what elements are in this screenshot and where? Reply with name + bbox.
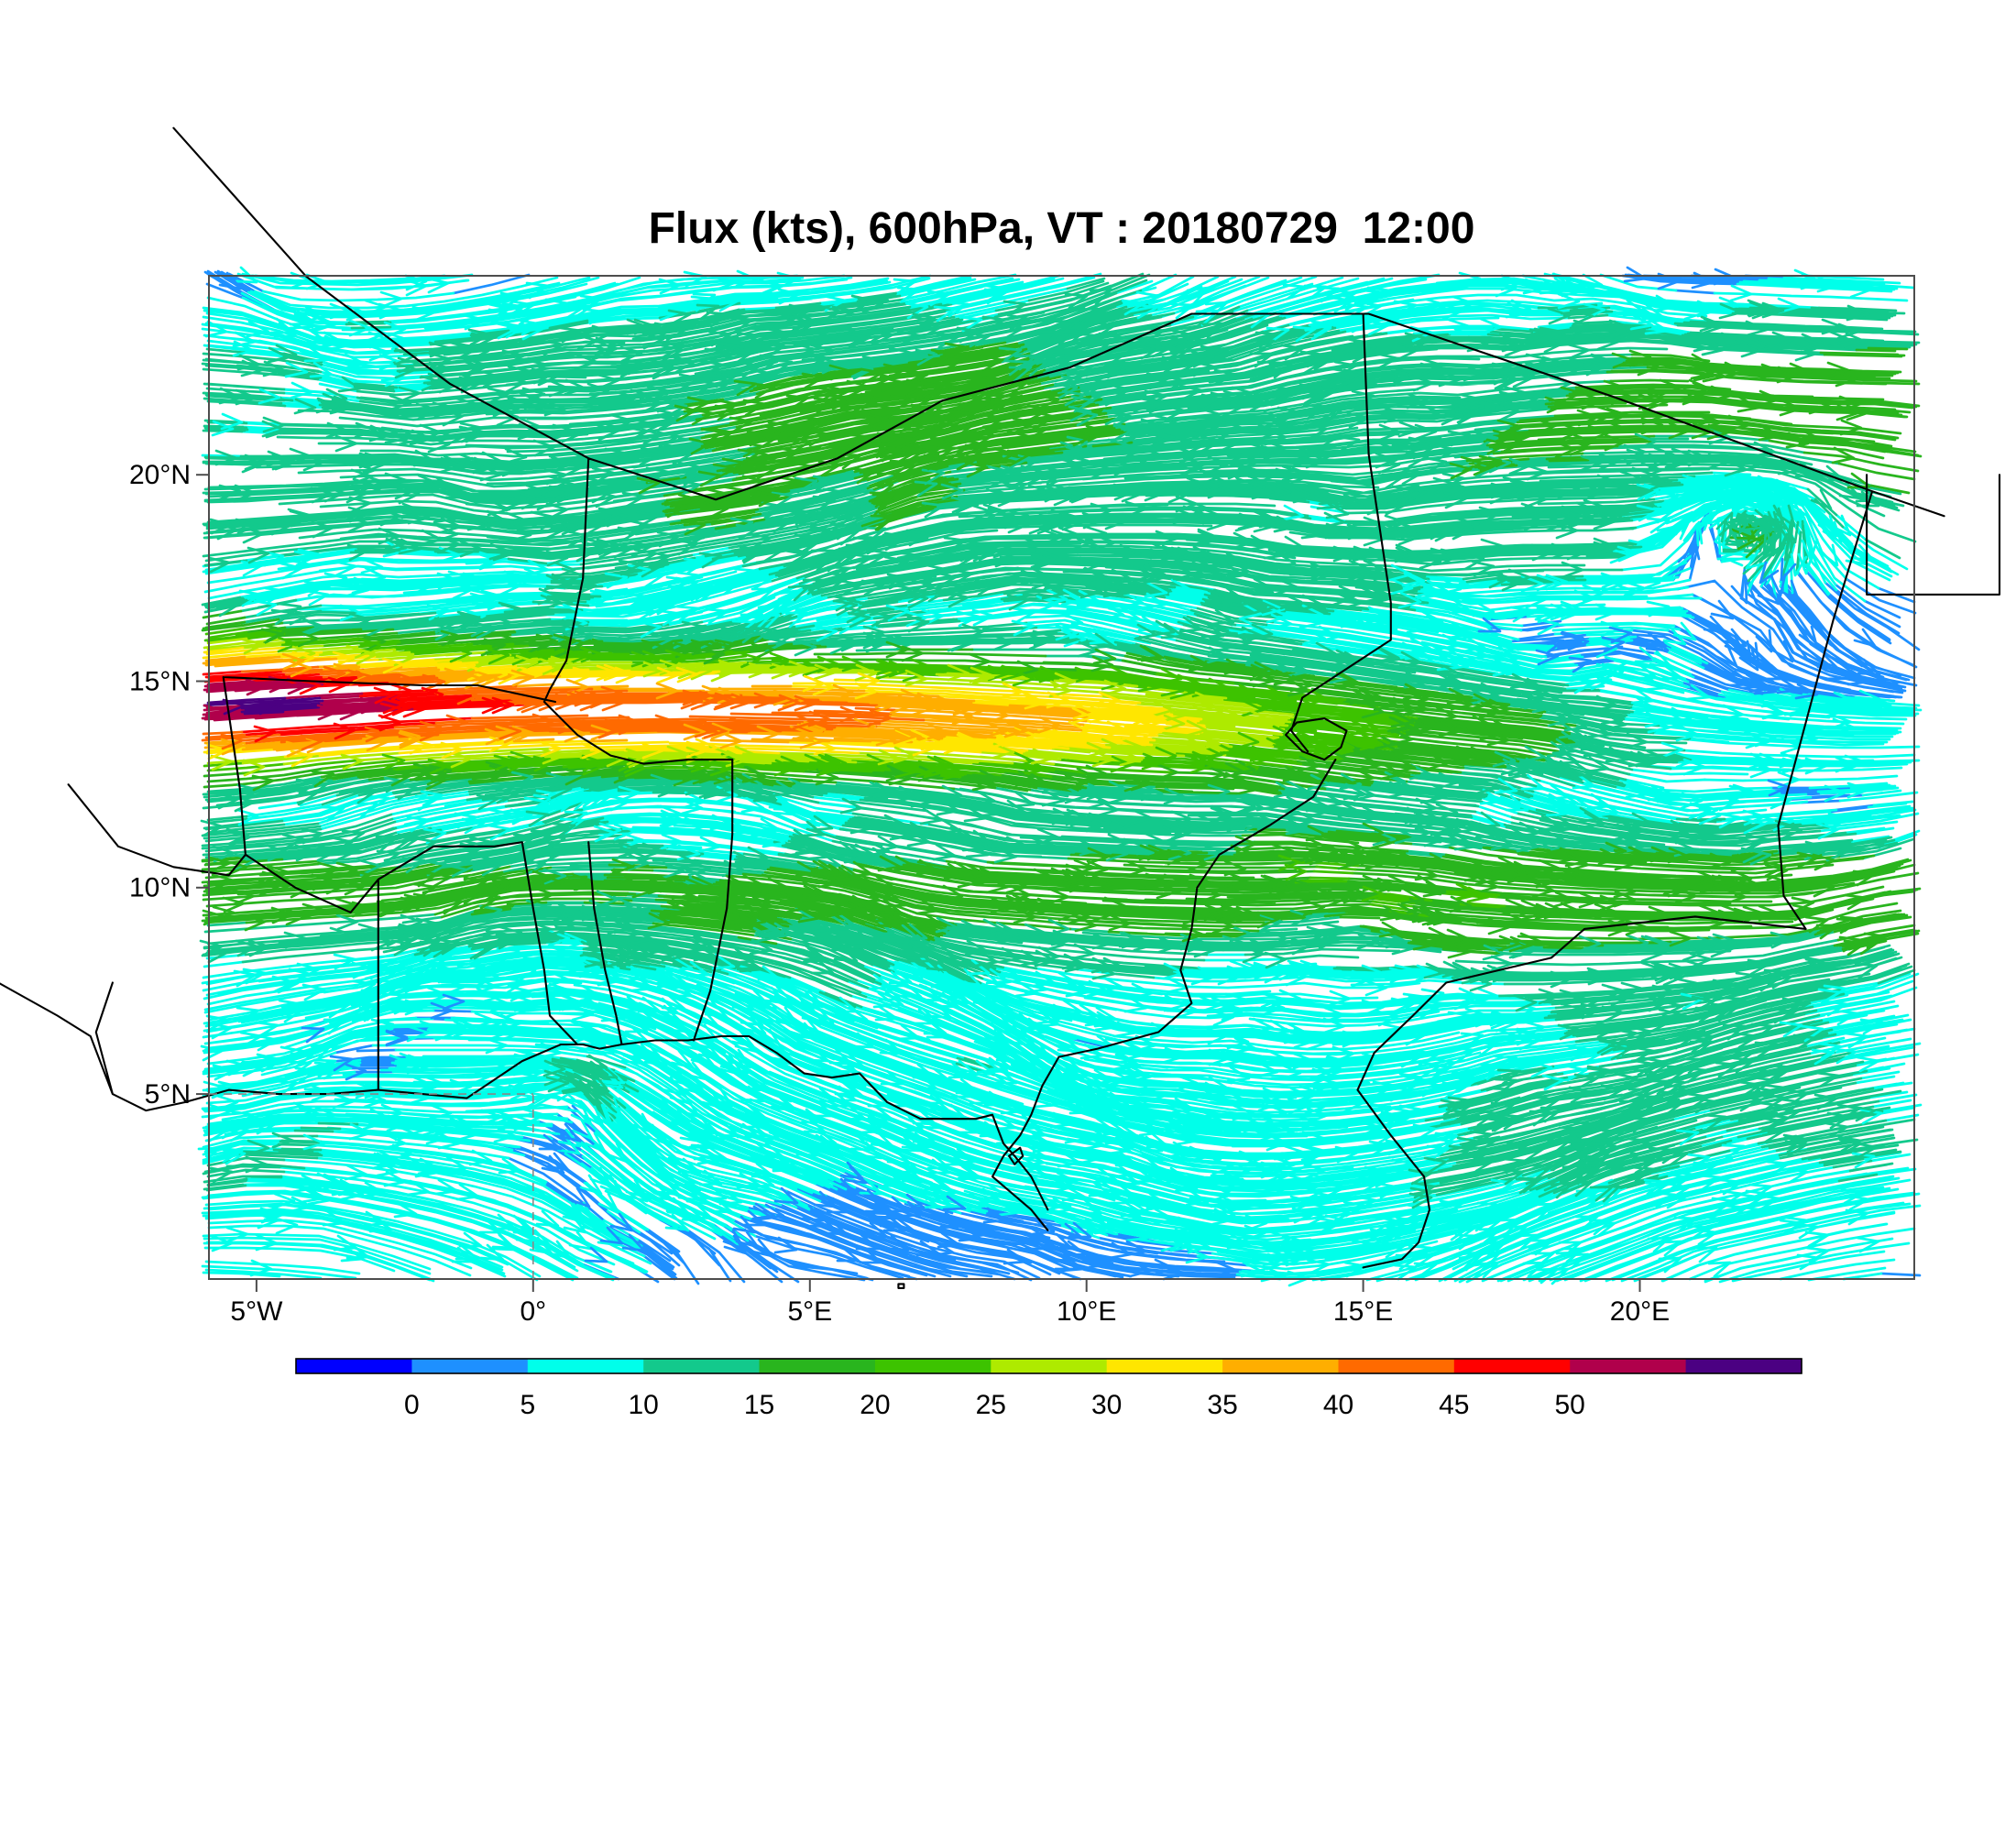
svg-text:5°N: 5°N bbox=[145, 1079, 191, 1110]
svg-text:5: 5 bbox=[520, 1390, 535, 1420]
svg-text:20°N: 20°N bbox=[129, 460, 191, 490]
svg-text:Flux (kts), 600hPa, VT : 20180: Flux (kts), 600hPa, VT : 20180729 12:00 bbox=[649, 204, 1475, 253]
svg-text:30: 30 bbox=[1091, 1390, 1122, 1420]
svg-text:20°E: 20°E bbox=[1610, 1296, 1670, 1327]
svg-text:10: 10 bbox=[629, 1390, 659, 1420]
svg-text:0°: 0° bbox=[520, 1296, 546, 1327]
svg-text:10°N: 10°N bbox=[129, 873, 191, 903]
svg-text:5°W: 5°W bbox=[230, 1296, 283, 1327]
svg-text:0: 0 bbox=[404, 1390, 420, 1420]
svg-text:40: 40 bbox=[1323, 1390, 1353, 1420]
svg-text:35: 35 bbox=[1207, 1390, 1237, 1420]
svg-text:15°E: 15°E bbox=[1333, 1296, 1393, 1327]
svg-text:20: 20 bbox=[860, 1390, 890, 1420]
svg-text:50: 50 bbox=[1555, 1390, 1585, 1420]
svg-text:10°E: 10°E bbox=[1057, 1296, 1116, 1327]
svg-text:25: 25 bbox=[976, 1390, 1006, 1420]
svg-text:5°E: 5°E bbox=[787, 1296, 832, 1327]
svg-text:15°N: 15°N bbox=[129, 666, 191, 696]
svg-text:15: 15 bbox=[744, 1390, 774, 1420]
svg-text:45: 45 bbox=[1439, 1390, 1469, 1420]
